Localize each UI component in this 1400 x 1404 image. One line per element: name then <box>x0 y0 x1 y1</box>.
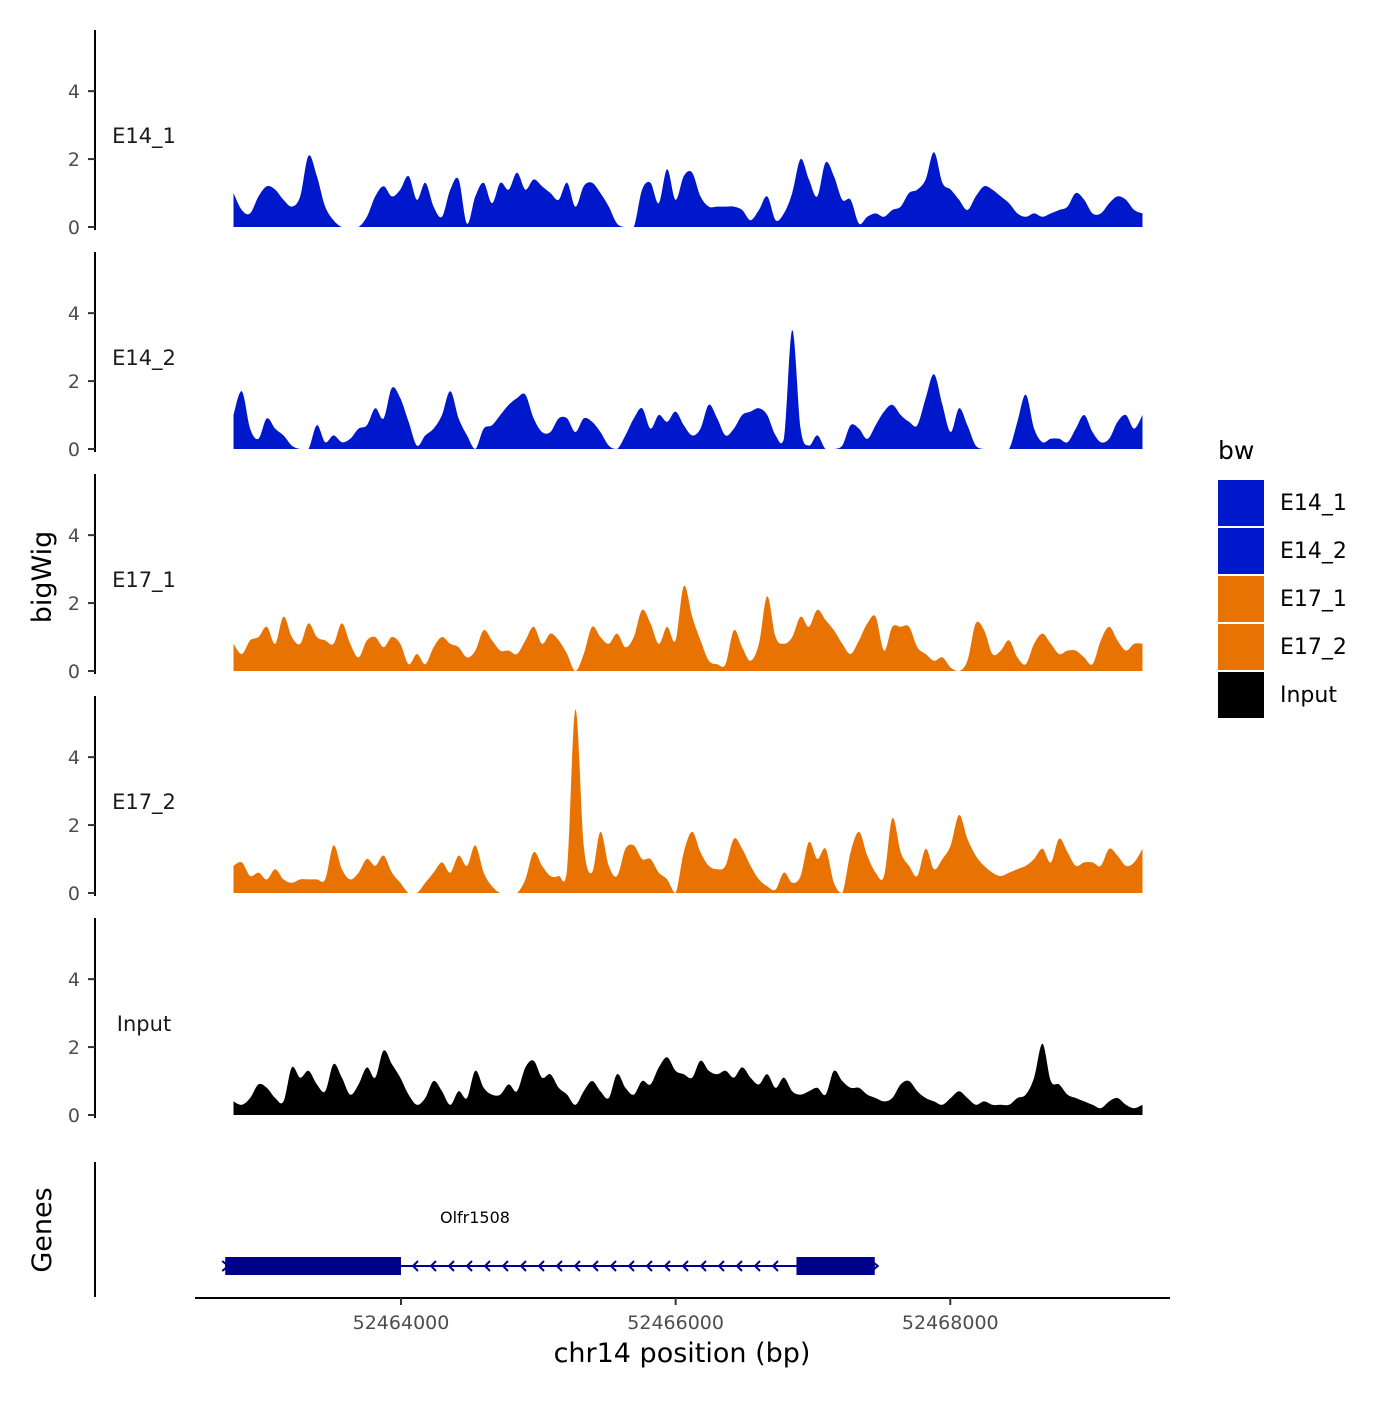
x-tick-label: 52468000 <box>902 1312 999 1334</box>
coverage-area <box>233 709 1143 893</box>
legend-swatch <box>1218 672 1264 718</box>
y-tick-label: 4 <box>68 81 80 103</box>
strand-arrow <box>483 1260 491 1272</box>
y-tick-label: 0 <box>68 1105 80 1127</box>
y-tick-label: 2 <box>68 1037 80 1059</box>
gene-track: Genes Olfr1508 <box>27 1162 880 1297</box>
legend-entry-e17-2: E17_2 <box>1218 624 1347 670</box>
track-e17-2: 0 2 4 E17_2 <box>68 696 1143 905</box>
coverage-area <box>233 1043 1143 1115</box>
strand-arrow <box>753 1260 761 1272</box>
y-tick-label: 4 <box>68 303 80 325</box>
strand-arrow <box>735 1260 743 1272</box>
genes-track-title: Genes <box>27 1187 58 1272</box>
x-axis: 52464000 52466000 52468000 chr14 position … <box>195 1297 1170 1369</box>
y-tick-label: 4 <box>68 969 80 991</box>
track-label: E17_1 <box>112 568 176 593</box>
track-label: E14_2 <box>112 346 176 371</box>
legend-label: E17_2 <box>1280 635 1347 660</box>
track-e14-2: 0 2 4 E14_2 <box>68 252 1143 461</box>
y-tick-label: 0 <box>68 439 80 461</box>
y-tick-label: 0 <box>68 883 80 905</box>
x-axis-title: chr14 position (bp) <box>554 1338 811 1369</box>
legend-label: E14_1 <box>1280 491 1347 516</box>
y-tick-label: 2 <box>68 815 80 837</box>
legend: bw E14_1 E14_2 E17_1 E17_2 Input <box>1218 436 1347 718</box>
x-axis-ticks: 52464000 52466000 52468000 <box>353 1298 999 1334</box>
strand-arrow <box>771 1260 779 1272</box>
gene-models: Olfr1508 <box>221 1208 880 1275</box>
legend-swatch <box>1218 624 1264 670</box>
y-tick-label: 0 <box>68 661 80 683</box>
strand-arrow <box>645 1260 653 1272</box>
strand-arrow <box>411 1260 419 1272</box>
legend-entry-e14-2: E14_2 <box>1218 528 1347 574</box>
strand-arrow <box>699 1260 707 1272</box>
y-tick-label: 4 <box>68 525 80 547</box>
legend-entry-e14-1: E14_1 <box>1218 480 1347 526</box>
y-tick-label: 0 <box>68 217 80 239</box>
legend-entry-e17-1: E17_1 <box>1218 576 1347 622</box>
track-label: E17_2 <box>112 790 176 815</box>
legend-entries: E14_1 E14_2 E17_1 E17_2 Input <box>1218 480 1347 718</box>
y-tick-label: 2 <box>68 593 80 615</box>
gene-label: Olfr1508 <box>440 1208 510 1227</box>
coverage-area <box>233 585 1143 671</box>
legend-label: E14_2 <box>1280 539 1347 564</box>
strand-arrow <box>663 1260 671 1272</box>
strand-arrow <box>537 1260 545 1272</box>
coverage-area <box>233 152 1143 227</box>
coverage-area <box>233 330 1143 449</box>
bigwig-tracks: 0 2 4 E14_1 0 2 4 E14_2 0 2 4 E17_1 0 2 4 E17_2 0 2 4 Input <box>68 30 1143 1127</box>
legend-title: bw <box>1218 436 1254 465</box>
strand-arrow <box>717 1260 725 1272</box>
y-tick-label: 4 <box>68 747 80 769</box>
gene-exon <box>225 1257 401 1275</box>
track-input: 0 2 4 Input <box>68 918 1143 1127</box>
strand-arrow <box>465 1260 473 1272</box>
legend-swatch <box>1218 480 1264 526</box>
track-e17-1: 0 2 4 E17_1 <box>68 474 1143 683</box>
gene-end-cap <box>221 1260 230 1272</box>
y-axis-title: bigWig <box>27 531 58 624</box>
track-label: Input <box>117 1012 171 1036</box>
legend-label: Input <box>1280 683 1337 708</box>
strand-arrow <box>447 1260 455 1272</box>
y-tick-label: 2 <box>68 149 80 171</box>
legend-entry-input: Input <box>1218 672 1337 718</box>
strand-arrow <box>681 1260 689 1272</box>
strand-arrow <box>429 1260 437 1272</box>
strand-arrow <box>591 1260 599 1272</box>
legend-swatch <box>1218 576 1264 622</box>
x-tick-label: 52466000 <box>627 1312 724 1334</box>
strand-arrow <box>555 1260 563 1272</box>
strand-arrow <box>519 1260 527 1272</box>
gene-exon <box>796 1257 875 1275</box>
track-label: E14_1 <box>112 124 176 149</box>
strand-arrow <box>501 1260 509 1272</box>
y-tick-label: 2 <box>68 371 80 393</box>
gene-olfr1508: Olfr1508 <box>221 1208 880 1275</box>
strand-arrow <box>573 1260 581 1272</box>
strand-arrow <box>609 1260 617 1272</box>
track-e14-1: 0 2 4 E14_1 <box>68 30 1143 239</box>
x-tick-label: 52464000 <box>353 1312 450 1334</box>
legend-label: E17_1 <box>1280 587 1347 612</box>
gene-end-cap <box>871 1260 880 1272</box>
strand-arrow <box>627 1260 635 1272</box>
legend-swatch <box>1218 528 1264 574</box>
